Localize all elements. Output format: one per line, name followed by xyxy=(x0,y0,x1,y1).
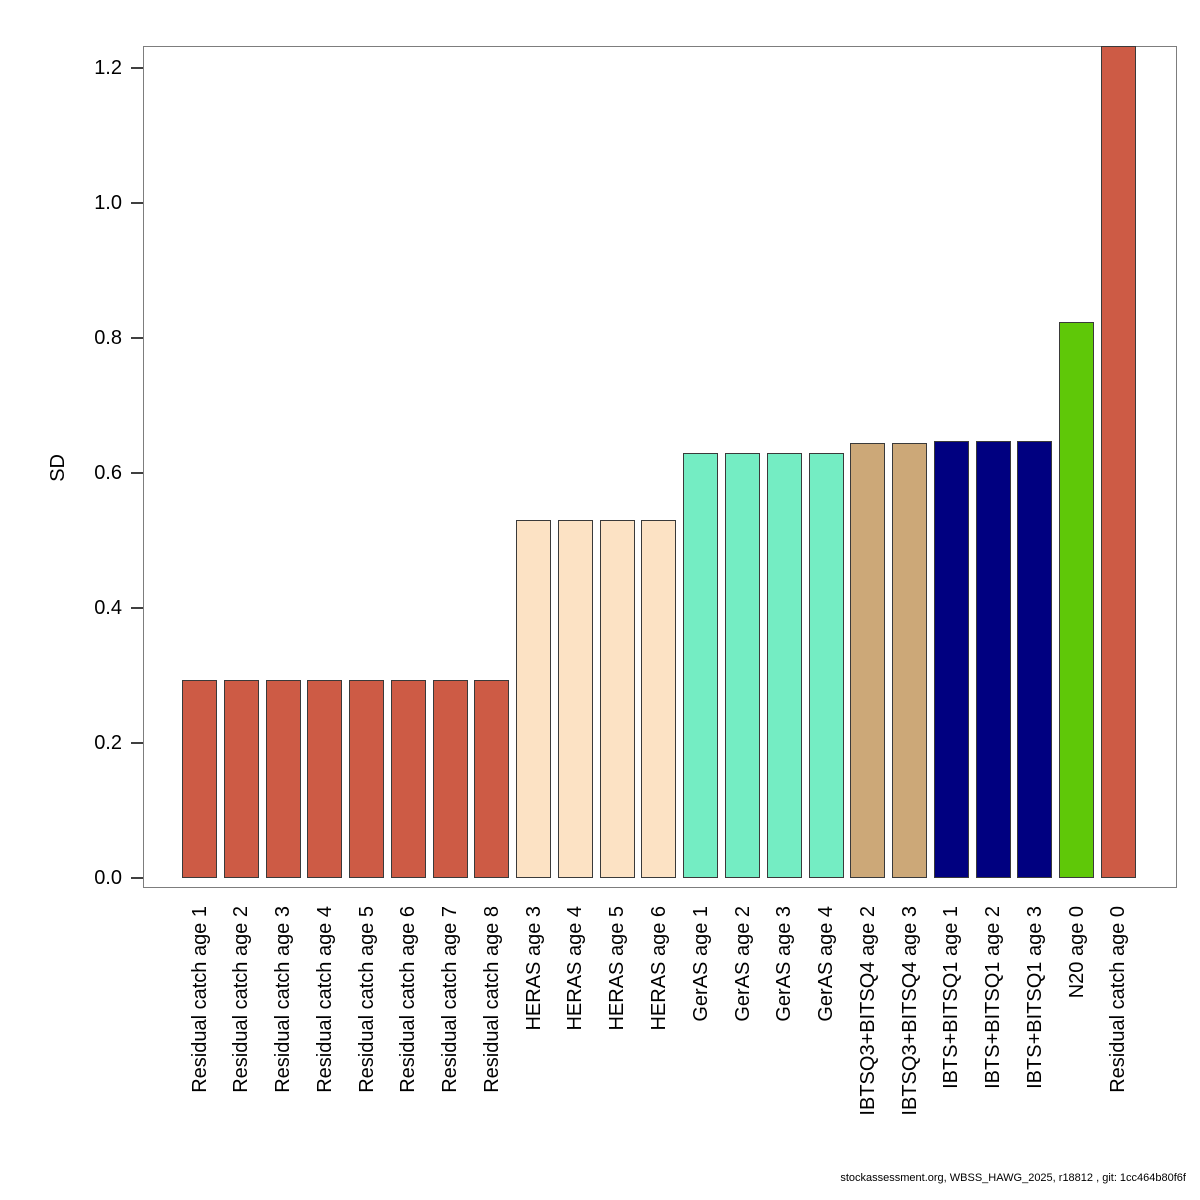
x-axis-label: Residual catch age 5 xyxy=(356,906,378,1093)
y-axis-tick-label: 0.0 xyxy=(94,867,122,889)
x-axis-label: IBTS+BITSQ1 age 1 xyxy=(940,906,962,1089)
bar xyxy=(391,680,426,878)
x-axis-label: IBTSQ3+BITSQ4 age 2 xyxy=(857,906,879,1116)
bar xyxy=(558,520,593,878)
x-axis-label: Residual catch age 1 xyxy=(189,906,211,1093)
x-axis-label: IBTS+BITSQ1 age 3 xyxy=(1024,906,1046,1089)
x-axis-label: HERAS age 6 xyxy=(648,906,670,1031)
y-axis-tick xyxy=(131,877,143,879)
bar xyxy=(1101,46,1136,878)
x-axis-label: GerAS age 2 xyxy=(732,906,754,1022)
x-axis-label: IBTSQ3+BITSQ4 age 3 xyxy=(899,906,921,1116)
y-axis-tick-label: 1.0 xyxy=(94,192,122,214)
x-axis-label: Residual catch age 2 xyxy=(230,906,252,1093)
x-axis-label: Residual catch age 3 xyxy=(272,906,294,1093)
footer-credit: stockassessment.org, WBSS_HAWG_2025, r18… xyxy=(840,1172,1186,1184)
bar xyxy=(1059,321,1094,878)
bar xyxy=(307,680,342,878)
bar xyxy=(809,452,844,878)
y-axis-tick xyxy=(131,607,143,609)
x-axis-label: Residual catch age 6 xyxy=(397,906,419,1093)
x-axis-label: GerAS age 1 xyxy=(690,906,712,1022)
bar xyxy=(266,680,301,878)
x-axis-label: GerAS age 4 xyxy=(815,906,837,1022)
x-axis-label: Residual catch age 7 xyxy=(439,906,461,1093)
bar xyxy=(1017,441,1052,878)
bar xyxy=(516,520,551,878)
bar xyxy=(934,441,969,878)
bar xyxy=(349,680,384,878)
x-axis-label: Residual catch age 0 xyxy=(1107,906,1129,1093)
x-axis-label: Residual catch age 8 xyxy=(481,906,503,1093)
x-axis-label: N20 age 0 xyxy=(1066,906,1088,999)
bar xyxy=(850,443,885,878)
y-axis-tick-label: 1.2 xyxy=(94,57,122,79)
bar xyxy=(474,680,509,878)
bar xyxy=(892,443,927,878)
y-axis-tick-label: 0.6 xyxy=(94,462,122,484)
bar xyxy=(600,520,635,878)
y-axis-tick xyxy=(131,472,143,474)
bar xyxy=(182,680,217,878)
bar xyxy=(641,520,676,878)
y-axis-tick-label: 0.8 xyxy=(94,327,122,349)
y-axis-tick xyxy=(131,202,143,204)
y-axis-tick-label: 0.4 xyxy=(94,597,122,619)
bar xyxy=(224,680,259,878)
x-axis-label: IBTS+BITSQ1 age 2 xyxy=(982,906,1004,1089)
bar xyxy=(976,441,1011,878)
x-axis-label: GerAS age 3 xyxy=(773,906,795,1022)
bar xyxy=(767,452,802,878)
x-axis-label: HERAS age 4 xyxy=(564,906,586,1031)
y-axis-tick xyxy=(131,337,143,339)
x-axis-label: HERAS age 5 xyxy=(606,906,628,1031)
bar xyxy=(725,452,760,878)
bar xyxy=(683,452,718,878)
x-axis-label: Residual catch age 4 xyxy=(314,906,336,1093)
y-axis-tick-label: 0.2 xyxy=(94,732,122,754)
y-axis-tick xyxy=(131,742,143,744)
x-axis-label: HERAS age 3 xyxy=(523,906,545,1031)
y-axis-tick xyxy=(131,67,143,69)
y-axis-title: SD xyxy=(47,454,69,482)
bar xyxy=(433,680,468,878)
